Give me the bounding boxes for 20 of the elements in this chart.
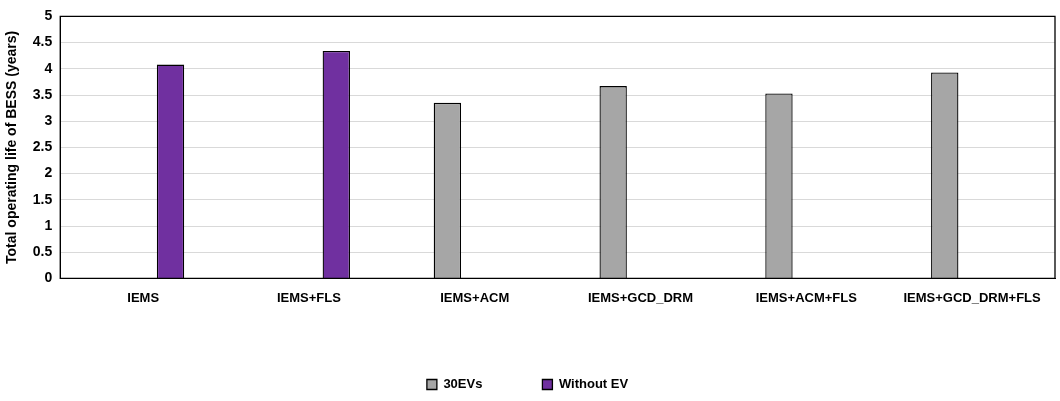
legend-label: 30EVs — [443, 376, 483, 392]
x-tick-label: IEMS — [127, 289, 160, 305]
y-tick-label: 2.5 — [32, 138, 53, 155]
y-tick-label: 0 — [44, 269, 53, 286]
y-tick-label: 4 — [44, 59, 53, 76]
y-tick-label: 1.5 — [32, 190, 53, 207]
y-tick-label: 3 — [44, 112, 53, 129]
x-tick-label: IEMS+GCD_DRM+FLS — [903, 289, 1042, 305]
y-tick-label: 2 — [44, 164, 53, 181]
legend-label: Without EV — [558, 376, 629, 392]
x-tick-label: IEMS+ACM+FLS — [755, 289, 858, 305]
y-tick-label: 1 — [44, 216, 53, 233]
y-tick-label: 3.5 — [32, 85, 53, 102]
x-tick-label: IEMS+ACM — [440, 289, 510, 305]
y-axis-title: Total operating life of BESS (years) — [3, 30, 20, 264]
y-tick-label: 0.5 — [32, 243, 53, 260]
x-tick-label: IEMS+GCD_DRM — [587, 289, 694, 305]
x-tick-label: IEMS+FLS — [276, 289, 342, 305]
y-tick-label: 5 — [44, 7, 53, 24]
y-tick-label: 4.5 — [32, 33, 53, 50]
